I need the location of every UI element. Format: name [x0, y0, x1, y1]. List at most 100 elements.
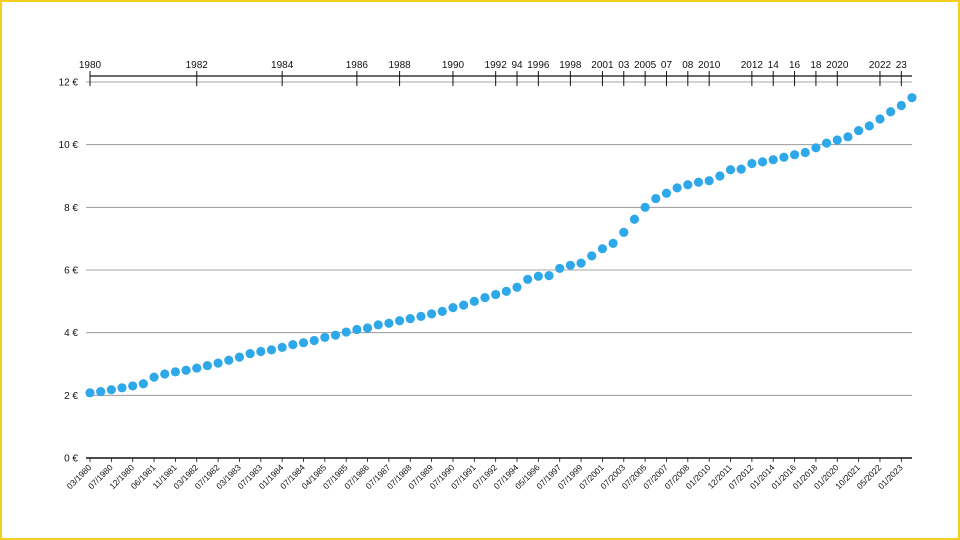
data-point — [651, 193, 661, 204]
y-tick-label: 2 € — [64, 391, 78, 402]
data-point — [576, 258, 586, 268]
y-tick-label: 8 € — [64, 203, 78, 214]
data-point — [341, 327, 351, 337]
data-point — [117, 383, 127, 393]
data-point — [192, 363, 202, 373]
data-point — [138, 379, 148, 389]
year-tick-label: 2022 — [869, 60, 892, 71]
data-point — [459, 300, 469, 310]
year-tick-label: 2005 — [634, 60, 657, 71]
y-tick-label: 0 € — [64, 454, 78, 465]
grid-lines — [86, 81, 912, 459]
data-point — [96, 386, 106, 397]
data-point — [512, 282, 522, 292]
y-tick-label: 6 € — [64, 266, 78, 277]
data-point — [448, 303, 458, 313]
data-point — [533, 271, 543, 281]
data-point — [821, 138, 832, 148]
year-tick-label: 1984 — [271, 60, 294, 71]
data-point — [896, 100, 906, 111]
data-point — [405, 313, 415, 324]
data-point — [394, 316, 405, 326]
data-point — [619, 227, 629, 237]
year-tick-label: 2010 — [698, 60, 721, 71]
data-point — [181, 365, 191, 375]
data-point — [416, 311, 426, 321]
data-point — [128, 381, 138, 391]
data-point — [106, 385, 116, 395]
data-point — [352, 324, 362, 335]
data-point — [170, 367, 181, 377]
y-tick-label: 4 € — [64, 328, 78, 339]
data-points — [85, 93, 917, 398]
year-tick-label: 1982 — [186, 60, 209, 71]
data-point — [277, 342, 287, 352]
data-point — [480, 292, 490, 303]
data-point — [875, 114, 885, 124]
data-point — [843, 132, 853, 142]
data-point — [149, 372, 159, 382]
year-tick-label: 16 — [789, 60, 801, 71]
year-tick-label: 1988 — [388, 60, 411, 71]
data-point — [245, 349, 255, 359]
year-tick-label: 1980 — [79, 60, 102, 71]
data-point — [256, 346, 266, 357]
y-axis-ticks: 0 € 2 € 4 € 6 € 8 € 10 € 12 € — [59, 78, 79, 465]
data-point — [491, 289, 501, 300]
data-point — [224, 355, 234, 365]
data-point — [544, 271, 554, 281]
year-tick-label: 94 — [511, 60, 523, 71]
data-point — [640, 202, 650, 212]
data-point — [757, 157, 768, 167]
year-tick-label: 1998 — [559, 60, 582, 71]
data-point — [629, 214, 640, 224]
data-point — [886, 107, 896, 117]
year-tick-label: 1996 — [527, 60, 550, 71]
data-point — [789, 150, 800, 160]
data-point — [672, 183, 682, 193]
data-point — [565, 260, 575, 270]
data-point — [715, 171, 725, 181]
year-tick-label: 14 — [768, 60, 780, 71]
data-point — [160, 369, 170, 379]
data-point — [266, 345, 277, 355]
data-point — [811, 143, 821, 153]
data-point — [298, 338, 309, 348]
year-axis: 1980 1982 1984 1986 1988 1990 1992 94 1996 1998 20… — [79, 60, 912, 86]
data-point — [320, 332, 330, 342]
data-point — [384, 318, 394, 328]
year-tick-label: 1990 — [442, 60, 465, 71]
data-point — [725, 165, 736, 175]
data-point — [501, 286, 511, 296]
data-point — [864, 121, 874, 131]
data-point — [747, 158, 757, 169]
data-point — [234, 352, 245, 362]
year-tick-label: 18 — [810, 60, 822, 71]
data-point — [736, 164, 746, 174]
data-point — [779, 152, 789, 162]
year-tick-label: 1986 — [346, 60, 369, 71]
date-axis: 03/198007/198012/198006/198111/198103/19… — [65, 458, 905, 491]
data-point — [587, 251, 597, 261]
data-point — [693, 177, 704, 187]
year-tick-label: 2020 — [826, 60, 849, 71]
year-tick-label: 23 — [896, 60, 908, 71]
data-point — [437, 306, 447, 316]
data-point — [202, 360, 213, 371]
data-point — [330, 330, 341, 340]
data-point — [309, 335, 319, 346]
y-tick-label: 12 € — [59, 78, 79, 89]
data-point — [85, 388, 95, 398]
data-point — [555, 263, 565, 274]
data-point — [362, 323, 373, 333]
data-point — [288, 339, 298, 350]
data-point — [597, 244, 608, 254]
year-tick-label: 07 — [661, 60, 673, 71]
data-point — [608, 238, 618, 248]
data-point — [373, 320, 383, 330]
data-point — [800, 147, 810, 158]
data-point — [768, 155, 778, 165]
year-tick-label: 2001 — [591, 60, 614, 71]
data-point — [832, 135, 842, 145]
